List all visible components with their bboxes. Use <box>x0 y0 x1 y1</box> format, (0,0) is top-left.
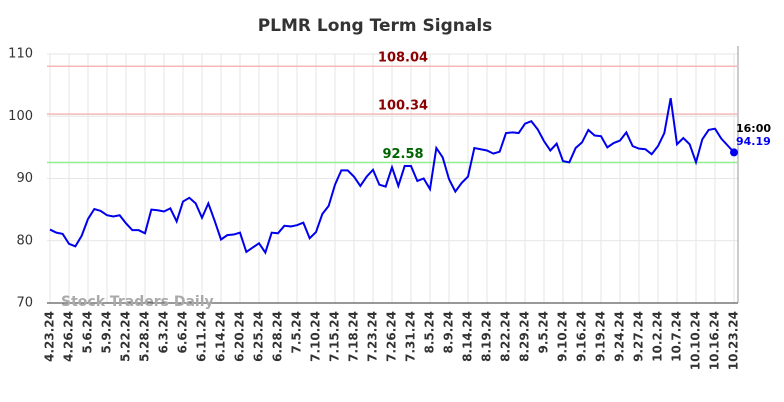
x-tick-label: 6.25.24 <box>252 311 266 362</box>
price-line <box>49 98 735 255</box>
x-tick-label: 5.28.24 <box>138 311 152 362</box>
x-tick-label: 8.29.24 <box>518 311 532 362</box>
x-tick-label: 6.3.24 <box>157 311 171 354</box>
x-tick-label: 9.27.24 <box>632 311 646 362</box>
chart-title: PLMR Long Term Signals <box>258 16 493 36</box>
x-tick-label: 7.23.24 <box>366 311 380 362</box>
y-tick-label: 100 <box>8 109 33 124</box>
x-tick-label: 6.11.24 <box>195 311 209 362</box>
x-tick-label: 10.7.24 <box>670 311 684 362</box>
y-tick-label: 90 <box>16 171 33 186</box>
x-tick-label: 4.26.24 <box>62 311 76 362</box>
y-tick-label: 80 <box>16 233 33 248</box>
x-tick-label: 7.15.24 <box>328 311 342 362</box>
x-tick-label: 10.10.24 <box>689 311 703 370</box>
x-tick-label: 9.19.24 <box>594 311 608 362</box>
x-tick-label: 5.9.24 <box>100 311 114 354</box>
signal-label: 108.04 <box>378 51 428 66</box>
y-tick-label: 70 <box>16 296 33 311</box>
x-tick-label: 10.23.24 <box>727 311 741 370</box>
x-tick-label: 6.20.24 <box>233 311 247 362</box>
x-tick-label: 8.9.24 <box>442 311 456 354</box>
x-tick-label: 9.5.24 <box>537 311 551 354</box>
x-tick-label: 5.6.24 <box>81 311 95 354</box>
x-tick-label: 9.16.24 <box>575 311 589 362</box>
x-tick-label: 6.28.24 <box>271 311 285 362</box>
last-point <box>730 148 738 157</box>
last-time: 16:00 <box>736 122 771 135</box>
x-tick-label: 7.18.24 <box>347 311 361 362</box>
x-tick-label: 7.26.24 <box>385 311 399 362</box>
x-tick-label: 7.31.24 <box>404 311 418 362</box>
watermark: Stock Traders Daily <box>61 294 214 310</box>
x-tick-label: 6.14.24 <box>214 311 228 362</box>
x-tick-label: 7.10.24 <box>309 311 323 362</box>
last-value: 94.19 <box>736 135 771 148</box>
x-tick-label: 9.24.24 <box>613 311 627 362</box>
x-tick-label: 8.5.24 <box>423 311 437 354</box>
x-tick-label: 7.5.24 <box>290 311 304 354</box>
x-tick-label: 8.19.24 <box>480 311 494 362</box>
signal-label: 100.34 <box>378 99 428 114</box>
x-tick-label: 8.22.24 <box>499 311 513 362</box>
x-tick-label: 5.22.24 <box>119 311 133 362</box>
y-tick-label: 110 <box>8 47 33 62</box>
signal-label: 92.58 <box>382 147 423 162</box>
x-tick-label: 10.16.24 <box>708 311 722 370</box>
x-tick-label: 9.10.24 <box>556 311 570 362</box>
x-tick-label: 6.6.24 <box>176 311 190 354</box>
x-tick-label: 10.2.24 <box>651 311 665 362</box>
x-tick-label: 8.14.24 <box>461 311 475 362</box>
x-tick-label: 4.23.24 <box>43 311 57 362</box>
